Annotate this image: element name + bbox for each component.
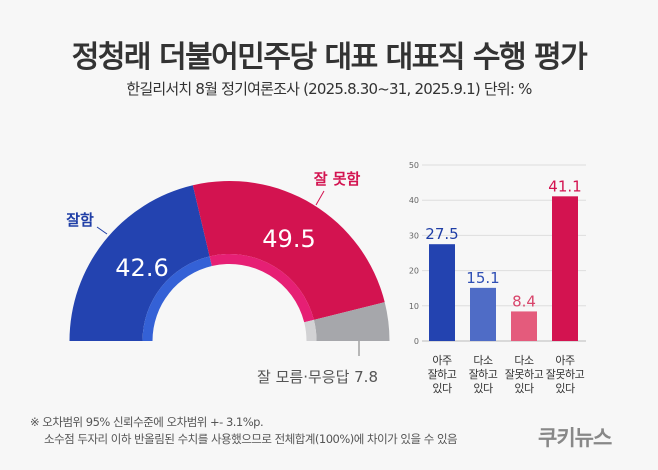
donut-inner-ring-2 <box>304 319 317 341</box>
bar-value-label-2: 8.4 <box>512 292 536 310</box>
x-tick-label-0: 아주 <box>432 354 452 367</box>
donut-value-label-1: 49.5 <box>262 225 315 253</box>
x-tick-label-1: 다소 <box>473 354 493 367</box>
donut-value-label-0: 42.6 <box>115 254 168 282</box>
donut-category-label-2: 잘 모름·무응답 7.8 <box>257 368 378 386</box>
x-tick-label-2: 잘못하고 <box>505 367 544 381</box>
footnote-margin-of-error: ※ 오차범위 95% 신뢰수준에 오차범위 +- 3.1%p. <box>30 415 264 429</box>
y-tick-label: 10 <box>409 302 419 311</box>
donut-inner-ring-1 <box>209 254 314 323</box>
x-tick-label-0: 잘하고 <box>428 367 457 381</box>
y-tick-label: 50 <box>409 161 419 170</box>
donut-inner-ring-0 <box>142 256 212 341</box>
donut-slice-1 <box>192 180 385 320</box>
bar-0 <box>429 244 455 341</box>
callout-line-0 <box>96 226 108 235</box>
x-tick-label-2: 다소 <box>514 354 534 367</box>
x-tick-label-1: 있다 <box>473 382 493 395</box>
y-tick-label: 0 <box>414 337 419 346</box>
y-tick-label: 30 <box>409 231 419 240</box>
bar-3 <box>552 196 578 341</box>
footnote-rounding: 소수점 두자리 이하 반올림된 수치를 사용했으므로 전체합계(100%)에 차… <box>44 432 458 446</box>
chart-title: 정청래 더불어민주당 대표 대표직 수행 평가 <box>71 40 588 75</box>
donut-slice-0 <box>69 185 210 341</box>
bar-2 <box>511 311 537 341</box>
x-tick-label-1: 잘하고 <box>469 367 498 381</box>
x-tick-label-3: 있다 <box>555 382 575 395</box>
chart-subtitle: 한길리서치 8월 정기여론조사 (2025.8.30~31, 2025.9.1)… <box>126 80 532 98</box>
bar-value-label-0: 27.5 <box>425 225 458 243</box>
x-tick-label-3: 아주 <box>555 354 575 367</box>
y-tick-label: 20 <box>409 267 419 276</box>
donut-category-label-0: 잘함 <box>66 211 94 229</box>
y-tick-label: 40 <box>409 196 419 205</box>
bar-1 <box>470 287 496 341</box>
bar-value-label-3: 41.1 <box>548 177 581 195</box>
callout-line-1 <box>315 190 325 206</box>
publisher-logo: 쿠키뉴스 <box>538 426 612 450</box>
x-tick-label-2: 있다 <box>514 382 534 395</box>
x-tick-label-3: 잘못하고 <box>546 367 585 381</box>
donut-category-label-1: 잘 못함 <box>314 170 361 188</box>
donut-slice-2 <box>313 302 390 341</box>
x-tick-label-0: 있다 <box>432 382 452 395</box>
bar-value-label-1: 15.1 <box>466 269 499 287</box>
